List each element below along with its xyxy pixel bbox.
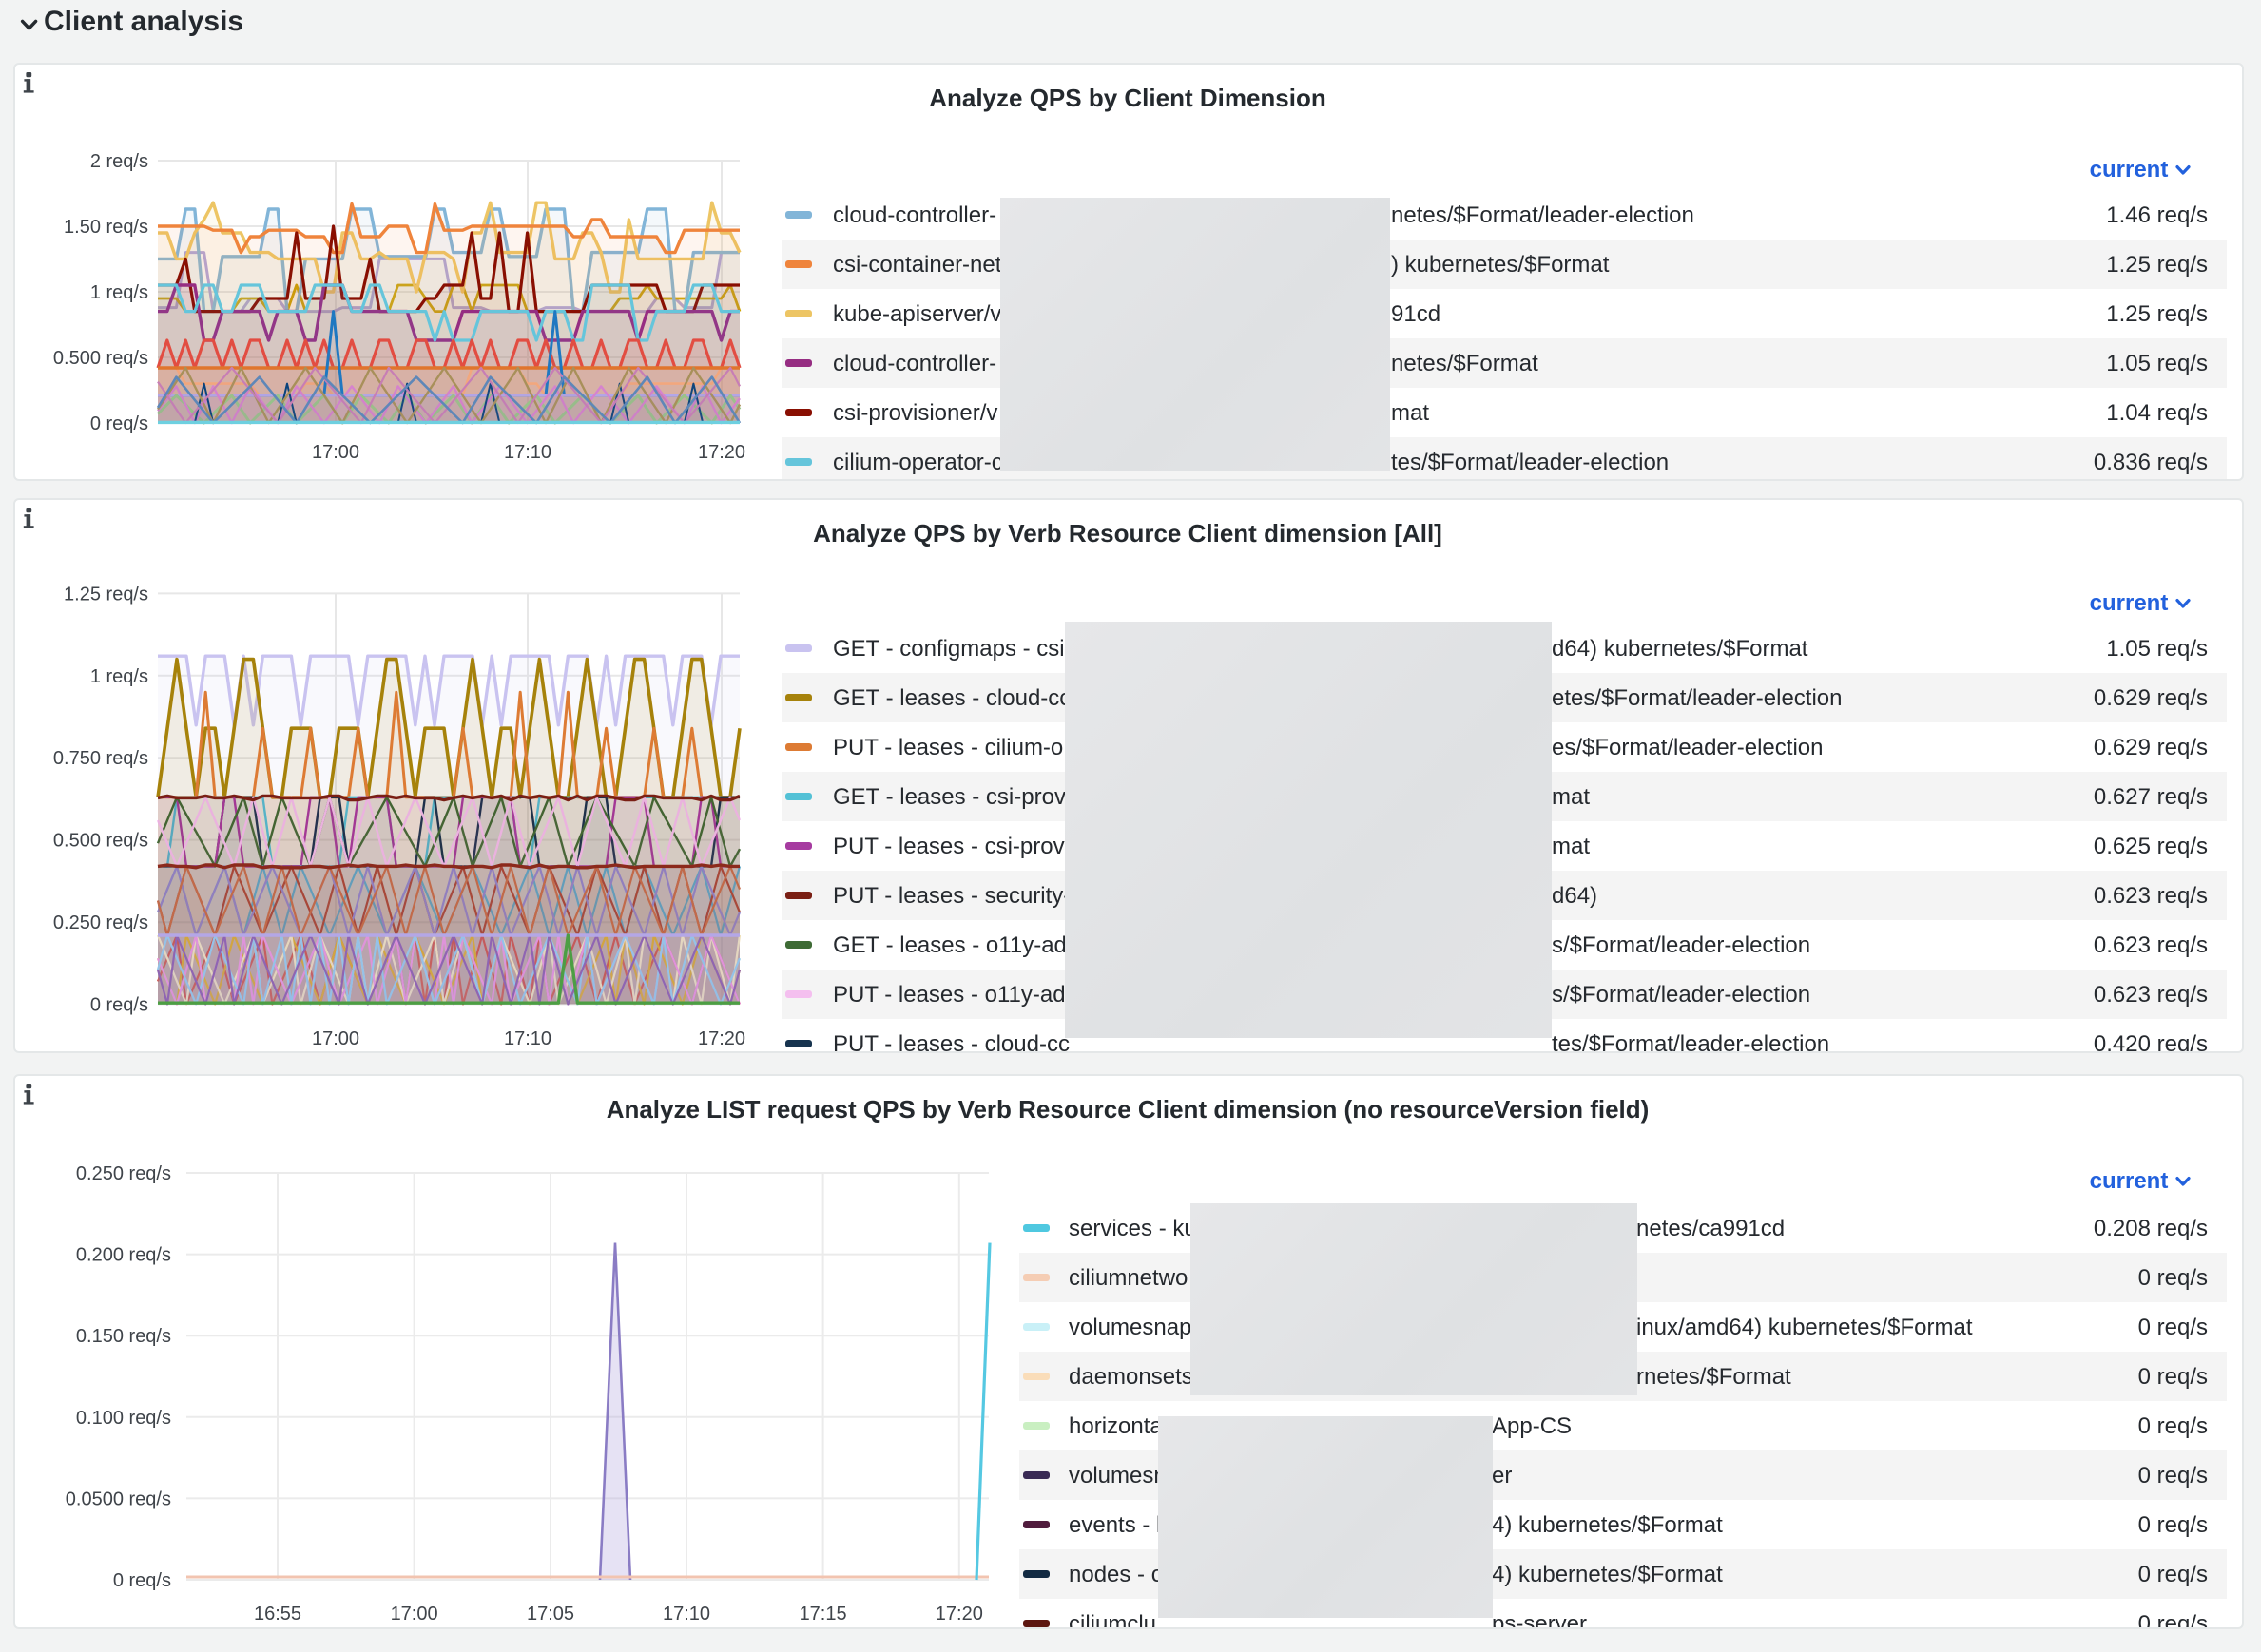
- svg-text:0.750 req/s: 0.750 req/s: [52, 748, 147, 769]
- svg-text:1 req/s: 1 req/s: [89, 282, 147, 303]
- svg-text:0.200 req/s: 0.200 req/s: [75, 1244, 170, 1265]
- svg-text:17:00: 17:00: [390, 1603, 437, 1623]
- svg-text:0.500 req/s: 0.500 req/s: [52, 348, 147, 369]
- svg-text:16:55: 16:55: [253, 1603, 300, 1623]
- svg-text:1.50 req/s: 1.50 req/s: [63, 217, 147, 238]
- svg-text:17:10: 17:10: [503, 1028, 551, 1049]
- svg-text:0.250 req/s: 0.250 req/s: [75, 1162, 170, 1183]
- svg-text:1 req/s: 1 req/s: [89, 666, 147, 687]
- svg-text:17:05: 17:05: [526, 1603, 573, 1623]
- svg-text:17:15: 17:15: [799, 1603, 846, 1623]
- svg-text:17:20: 17:20: [697, 442, 744, 463]
- svg-text:0.500 req/s: 0.500 req/s: [52, 831, 147, 852]
- svg-text:17:10: 17:10: [662, 1603, 709, 1623]
- svg-text:17:00: 17:00: [311, 442, 358, 463]
- svg-text:0 req/s: 0 req/s: [89, 995, 147, 1016]
- svg-text:17:10: 17:10: [503, 442, 551, 463]
- svg-text:17:20: 17:20: [935, 1603, 982, 1623]
- svg-text:0.100 req/s: 0.100 req/s: [75, 1407, 170, 1428]
- svg-text:2 req/s: 2 req/s: [89, 151, 147, 172]
- svg-text:0.250 req/s: 0.250 req/s: [52, 912, 147, 933]
- svg-text:17:20: 17:20: [697, 1028, 744, 1049]
- svg-text:17:00: 17:00: [311, 1028, 358, 1049]
- svg-text:0 req/s: 0 req/s: [112, 1569, 170, 1590]
- svg-text:1.25 req/s: 1.25 req/s: [63, 585, 147, 605]
- svg-text:0.0500 req/s: 0.0500 req/s: [65, 1488, 170, 1508]
- svg-text:0 req/s: 0 req/s: [89, 413, 147, 434]
- svg-text:0.150 req/s: 0.150 req/s: [75, 1325, 170, 1346]
